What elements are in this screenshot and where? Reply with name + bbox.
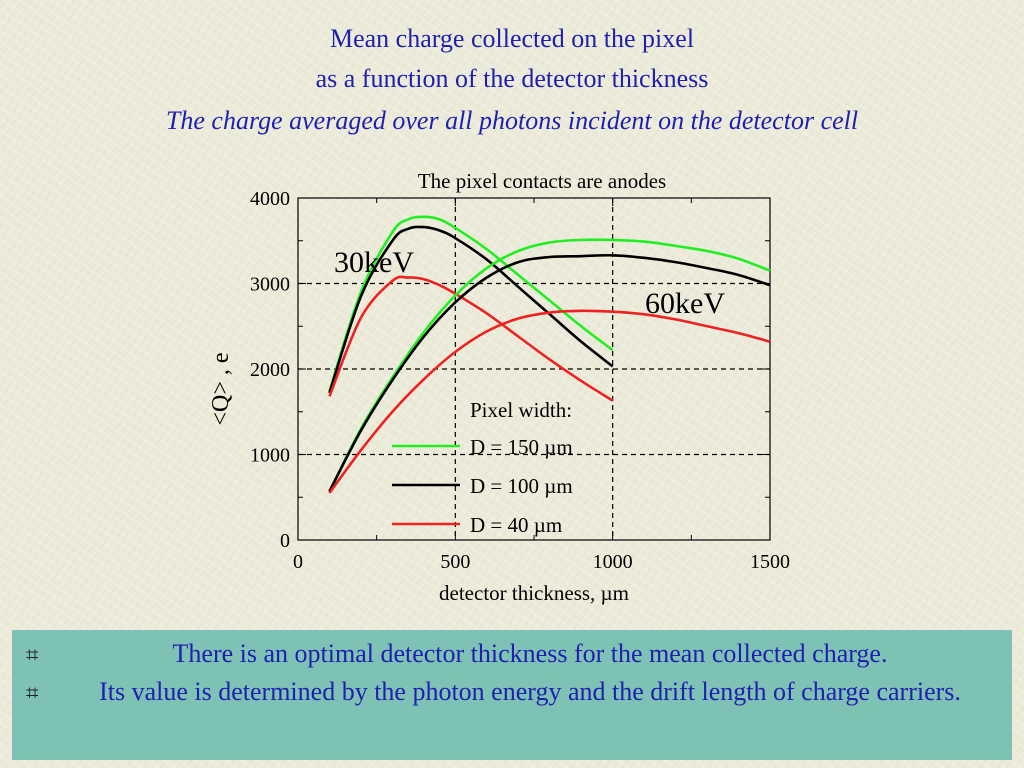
x-tick-label: 1500 [750, 551, 790, 573]
y-tick-label: 1000 [250, 445, 290, 467]
y-tick-label: 4000 [250, 188, 290, 210]
series-line [328, 225, 614, 394]
x-tick-label: 500 [440, 551, 470, 573]
x-tick-label: 0 [293, 551, 303, 573]
legend-label: D = 150 µm [470, 435, 573, 459]
annotation-30kev: 30keV [334, 246, 414, 279]
bullet-item: ⌗ Its value is determined by the photon … [26, 676, 998, 710]
y-tick-label: 3000 [250, 274, 290, 296]
legend-label: D = 100 µm [470, 474, 573, 498]
series-line [328, 253, 771, 492]
bullet-text: Its value is determined by the photon en… [99, 677, 961, 706]
y-axis-label: <Q> , e [208, 352, 234, 425]
bullet-text: There is an optimal detector thickness f… [172, 639, 888, 668]
bullet-icon: ⌗ [26, 643, 39, 668]
slide-title: Mean charge collected on the pixel [329, 24, 695, 53]
annotation-60kev: 60keV [645, 287, 725, 320]
series-line [328, 215, 614, 392]
y-tick-label: 2000 [250, 359, 290, 381]
bullet-item: ⌗ There is an optimal detector thickness… [26, 638, 998, 672]
slide-title-line2: as a function of the detector thickness [315, 64, 709, 93]
slide-subtitle: The charge averaged over all photons inc… [165, 106, 859, 135]
series-line [328, 238, 771, 493]
x-tick-label: 1000 [593, 551, 633, 573]
charge-vs-thickness-chart: 0 500 1000 1500 0 1000 2000 3000 4000 detector th… [208, 169, 790, 605]
series-line [328, 309, 771, 494]
conclusion-box: ⌗ There is an optimal detector thickness… [12, 630, 1012, 760]
x-axis-label: detector thickness, µm [439, 581, 629, 605]
chart-title: The pixel contacts are anodes [418, 169, 666, 193]
series-line [328, 275, 614, 402]
legend-label: D = 40 µm [470, 513, 562, 537]
legend-title: Pixel width: [470, 398, 572, 422]
bullet-icon: ⌗ [26, 681, 39, 706]
y-tick-label: 0 [280, 530, 290, 552]
